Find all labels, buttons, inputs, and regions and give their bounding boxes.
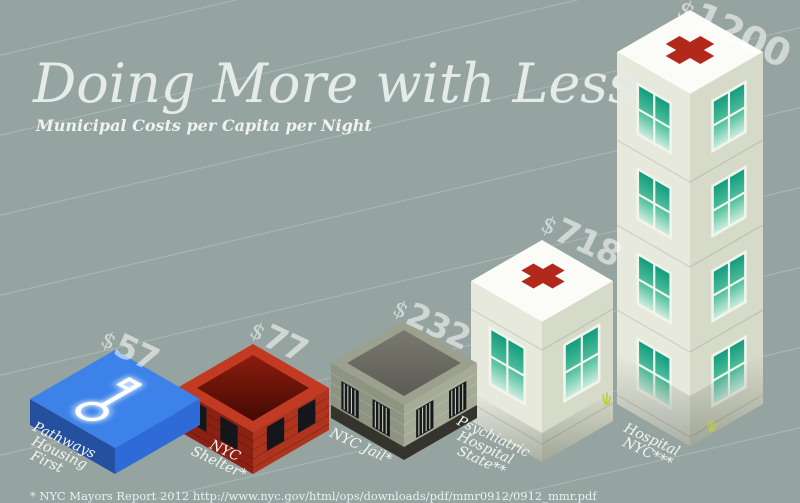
red-cross-icon <box>521 263 565 289</box>
page-title: Doing More with Less <box>33 52 636 115</box>
window <box>220 416 238 450</box>
building-pathways-housing-first <box>30 350 200 474</box>
grass-sprout <box>602 392 612 405</box>
barred-window <box>372 399 390 437</box>
left-wall <box>30 399 115 474</box>
right-wall <box>115 399 200 474</box>
grass-sprout <box>707 419 717 432</box>
building-hospital-nyc <box>617 10 764 446</box>
base-shadow <box>542 392 613 462</box>
left-wall-windows <box>471 308 543 445</box>
right-wall-windows <box>404 372 477 438</box>
base-shadow <box>471 392 542 462</box>
barred-window <box>341 381 359 419</box>
window <box>298 399 316 433</box>
base-band <box>331 405 404 460</box>
barred-window <box>449 381 467 419</box>
barred-window <box>416 400 434 438</box>
source-footnote: * NYC Mayors Report 2012 http://www.nyc.… <box>30 489 597 503</box>
roof-face <box>347 330 461 396</box>
building-psychiatric-hospital <box>471 240 614 462</box>
roof-face <box>197 355 309 421</box>
building-nyc-shelter <box>177 344 330 474</box>
building-nyc-jail <box>331 321 477 460</box>
left-wall-windows <box>331 372 404 437</box>
red-cross-icon <box>665 36 715 64</box>
base-shadow <box>617 354 690 446</box>
key-shape <box>75 377 142 422</box>
category-label-psychiatric: PsychiatricHospitalState** <box>442 413 532 486</box>
right-wall-windows <box>253 396 330 469</box>
page-subtitle: Municipal Costs per Capita per Night <box>36 116 372 135</box>
base-band <box>404 405 477 460</box>
brick-lines <box>253 396 330 469</box>
window <box>266 417 285 451</box>
key-icon <box>73 375 144 423</box>
